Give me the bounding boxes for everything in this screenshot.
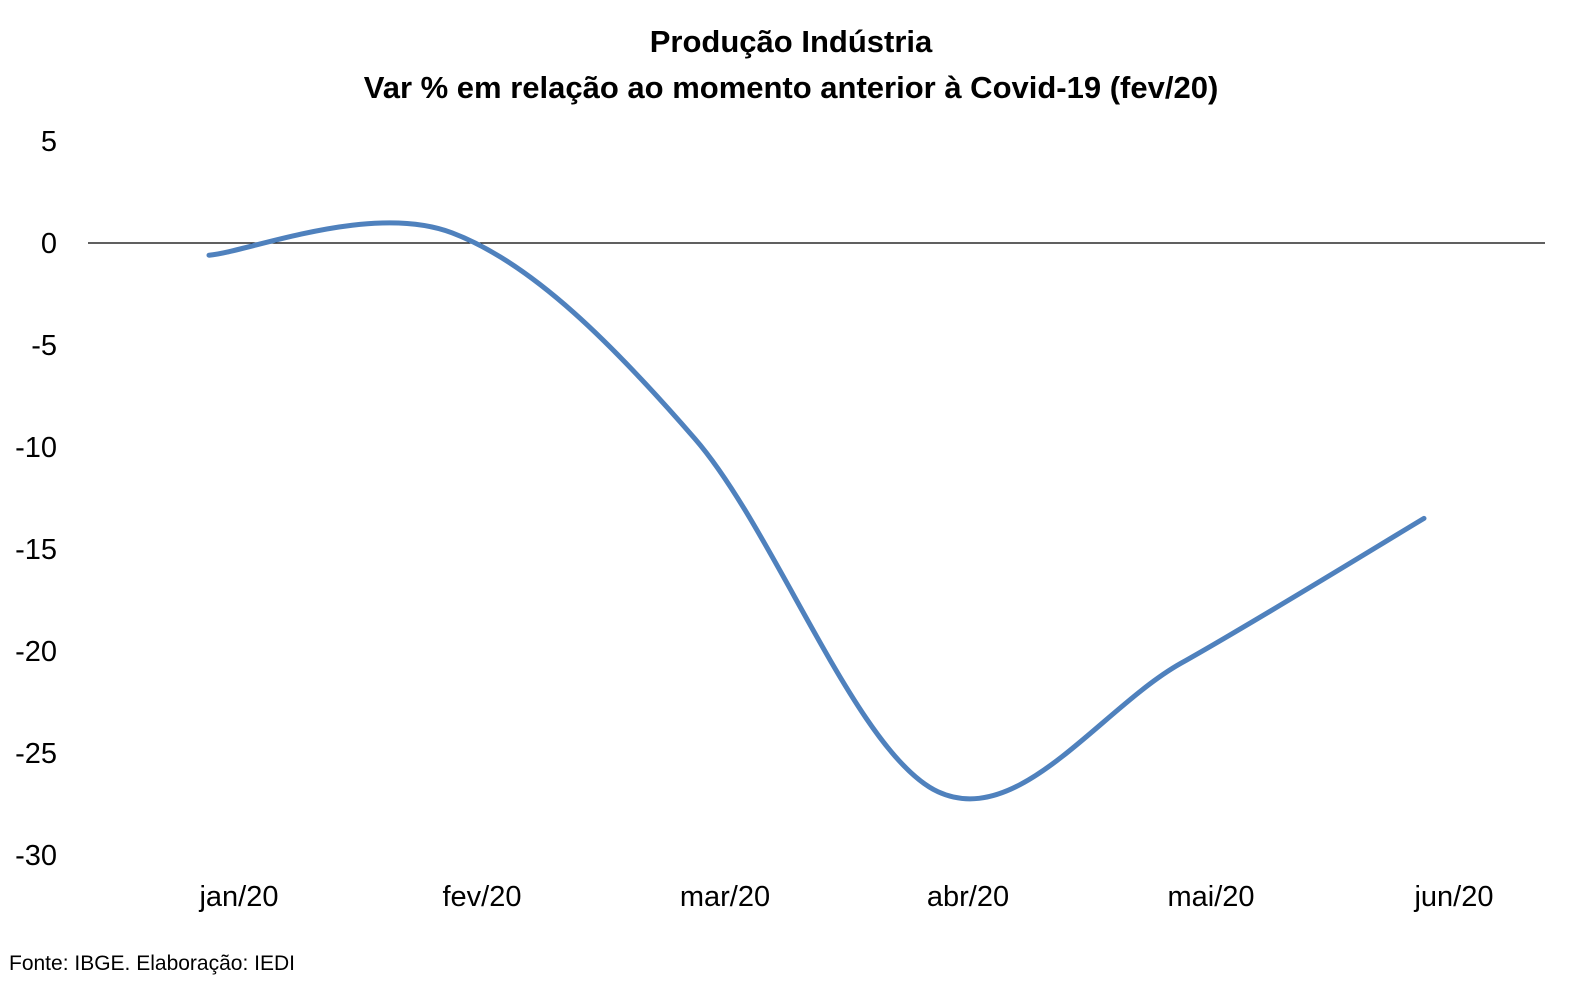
y-axis-tick-labels: 5 0 -5 -10 -15 -20 -25 -30 — [15, 126, 57, 872]
x-tick-label: jun/20 — [1413, 881, 1493, 913]
y-tick-label: -15 — [15, 534, 57, 566]
y-tick-label: -30 — [15, 840, 57, 872]
source-note: Fonte: IBGE. Elaboração: IEDI — [9, 952, 295, 975]
x-tick-label: abr/20 — [927, 881, 1009, 913]
x-tick-label: mai/20 — [1167, 881, 1254, 913]
series-line — [206, 220, 1427, 802]
y-tick-label: -5 — [31, 330, 57, 362]
chart-title: Produção Indústria — [650, 24, 933, 59]
y-tick-label: -20 — [15, 636, 57, 668]
y-tick-label: 5 — [41, 126, 57, 158]
x-tick-label: mar/20 — [680, 881, 770, 913]
y-tick-label: -25 — [15, 738, 57, 770]
y-tick-label: 0 — [41, 228, 57, 260]
x-axis-tick-labels: jan/20 fev/20 mar/20 abr/20 mai/20 jun/20 — [198, 881, 1493, 913]
y-tick-label: -10 — [15, 432, 57, 464]
chart-subtitle: Var % em relação ao momento anterior à C… — [364, 70, 1219, 105]
x-tick-label: jan/20 — [198, 881, 278, 913]
x-tick-label: fev/20 — [443, 881, 522, 913]
